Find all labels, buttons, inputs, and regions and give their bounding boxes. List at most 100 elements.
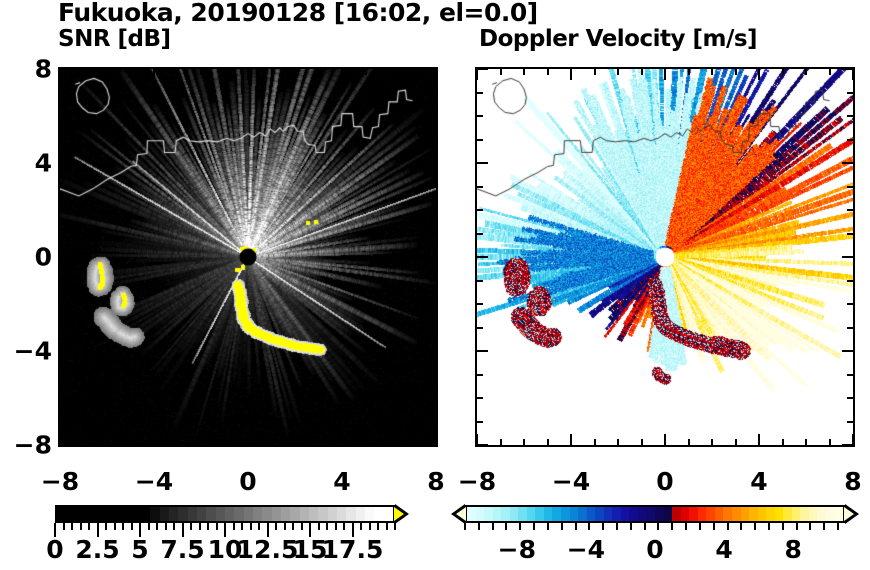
tick-major bbox=[60, 434, 61, 445]
colorbar-segment bbox=[383, 507, 393, 521]
colorbar-tick-minor bbox=[79, 523, 82, 530]
colorbar-tick-minor bbox=[88, 523, 90, 530]
tick-minor bbox=[477, 303, 483, 305]
colorbar-segment bbox=[697, 507, 707, 521]
tick-minor bbox=[430, 232, 436, 235]
tick-minor bbox=[847, 232, 853, 235]
tick-minor bbox=[388, 69, 390, 75]
colorbar-segment bbox=[766, 507, 775, 521]
colorbar-tick-minor bbox=[249, 523, 252, 530]
tick-minor bbox=[847, 326, 853, 329]
tick-major bbox=[477, 256, 488, 258]
tick-minor bbox=[477, 232, 483, 235]
y-axis-tick-label: 8 bbox=[34, 54, 52, 84]
colorbar-tick-minor bbox=[190, 523, 192, 530]
tick-minor bbox=[430, 397, 436, 399]
tick-minor bbox=[828, 439, 831, 445]
colorbar-segment bbox=[262, 507, 272, 521]
colorbar-tick-minor bbox=[326, 523, 328, 530]
colorbar-segment bbox=[526, 507, 536, 521]
tick-major bbox=[425, 162, 436, 164]
colorbar-tick-minor bbox=[360, 523, 362, 530]
snr-colorbar-gradient bbox=[55, 505, 395, 523]
tick-major bbox=[477, 434, 478, 445]
colorbar-segment bbox=[740, 507, 750, 521]
tick-minor bbox=[317, 439, 320, 445]
doppler-colorbar[interactable] bbox=[451, 504, 859, 530]
tick-minor bbox=[430, 138, 436, 141]
colorbar-segment bbox=[215, 507, 225, 521]
colorbar-tick-minor bbox=[560, 523, 563, 530]
colorbar-tick-minor bbox=[657, 523, 660, 530]
tick-minor bbox=[499, 69, 502, 75]
x-axis-tick-label: −4 bbox=[134, 467, 174, 496]
colorbar-tick-minor bbox=[602, 523, 605, 530]
snr-colorbar[interactable] bbox=[54, 504, 409, 537]
colorbar-tick-minor bbox=[164, 523, 167, 530]
tick-minor bbox=[60, 303, 66, 305]
colorbar-tick-minor bbox=[62, 523, 65, 530]
doppler-plot-panel[interactable] bbox=[475, 67, 855, 447]
tick-minor bbox=[593, 439, 596, 445]
colorbar-segment bbox=[800, 507, 809, 521]
tick-minor bbox=[847, 303, 853, 305]
colorbar-segment bbox=[612, 507, 621, 521]
colorbar-tick-minor bbox=[300, 523, 303, 530]
tick-minor bbox=[477, 185, 483, 188]
colorbar-tick-minor bbox=[477, 523, 480, 530]
colorbar-tick-minor bbox=[377, 523, 379, 530]
tick-minor bbox=[176, 69, 179, 75]
tick-minor bbox=[430, 373, 436, 376]
colorbar-tick-minor bbox=[546, 523, 549, 530]
tick-minor bbox=[687, 69, 690, 75]
tick-minor bbox=[60, 373, 66, 376]
colorbar-segment bbox=[689, 507, 698, 521]
colorbar-tick-minor bbox=[726, 523, 729, 530]
tick-minor bbox=[546, 439, 549, 445]
tick-minor bbox=[129, 439, 132, 445]
tick-minor bbox=[60, 91, 66, 94]
tick-major bbox=[842, 444, 853, 445]
colorbar-segment bbox=[131, 507, 141, 521]
tick-major bbox=[60, 69, 61, 80]
colorbar-tick-minor bbox=[275, 523, 277, 530]
colorbar-segment bbox=[586, 507, 596, 521]
colorbar-segment bbox=[57, 507, 67, 521]
colorbar-segment bbox=[706, 507, 715, 521]
x-axis-tick-label: 8 bbox=[427, 467, 445, 496]
colorbar-segment bbox=[808, 507, 818, 521]
colorbar-segment bbox=[187, 507, 197, 521]
colorbar-tick-label: 0 bbox=[646, 535, 664, 564]
tick-minor bbox=[477, 420, 483, 423]
colorbar-tick-label: −4 bbox=[566, 535, 606, 564]
tick-major bbox=[425, 350, 436, 352]
colorbar-segment bbox=[112, 507, 123, 521]
colorbar-segment bbox=[224, 507, 235, 521]
tick-minor bbox=[388, 439, 390, 445]
tick-minor bbox=[294, 69, 296, 75]
colorbar-tick-major bbox=[224, 523, 226, 537]
tick-major bbox=[435, 69, 436, 80]
colorbar-segment bbox=[834, 507, 844, 521]
tick-minor bbox=[200, 69, 202, 75]
tick-minor bbox=[430, 185, 436, 188]
colorbar-tick-minor bbox=[232, 523, 235, 530]
tick-minor bbox=[847, 138, 853, 141]
tick-minor bbox=[60, 397, 66, 399]
tick-minor bbox=[411, 69, 414, 75]
tick-minor bbox=[546, 69, 549, 75]
colorbar-tick-minor bbox=[105, 523, 107, 530]
colorbar-segment bbox=[290, 507, 300, 521]
tick-minor bbox=[734, 439, 737, 445]
tick-minor bbox=[270, 439, 273, 445]
colorbar-segment bbox=[374, 507, 384, 521]
page-title: Fukuoka, 20190128 [16:02, el=0.0] bbox=[58, 0, 538, 27]
tick-major bbox=[758, 434, 760, 445]
colorbar-segment bbox=[637, 507, 647, 521]
tick-major bbox=[60, 162, 71, 164]
tick-minor bbox=[711, 69, 713, 75]
tick-major bbox=[341, 434, 343, 445]
tick-minor bbox=[847, 115, 853, 117]
snr-plot-panel[interactable] bbox=[58, 67, 438, 447]
tick-major bbox=[842, 162, 853, 164]
